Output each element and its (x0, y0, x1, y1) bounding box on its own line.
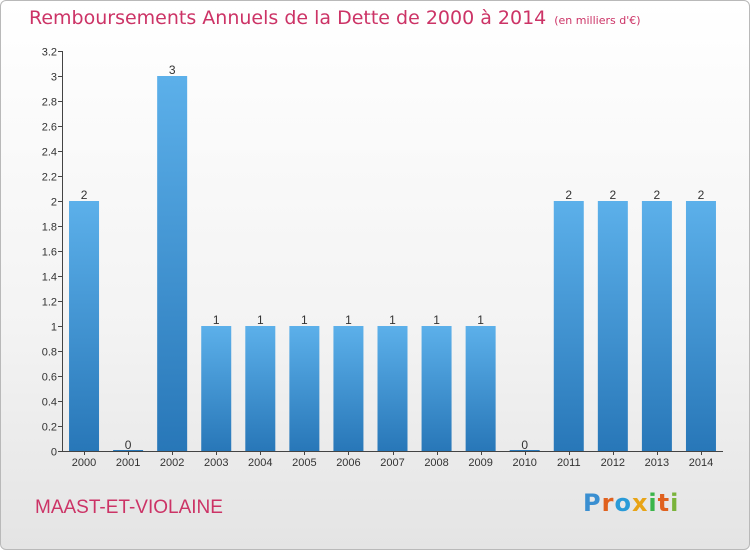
x-tick-label: 2005 (292, 457, 316, 469)
data-label: 2 (565, 188, 572, 202)
data-label: 1 (301, 313, 308, 327)
data-label: 1 (433, 313, 440, 327)
data-label: 1 (477, 313, 484, 327)
bar (509, 450, 540, 451)
bar (685, 201, 716, 451)
x-tick-label: 2012 (601, 457, 625, 469)
commune-name: MAAST-ET-VIOLAINE (35, 497, 223, 518)
bar (157, 76, 188, 451)
x-tick-label: 2007 (380, 457, 404, 469)
x-tick-label: 2009 (468, 457, 492, 469)
logo-letter: t (657, 489, 671, 517)
bar (201, 326, 232, 451)
bar (641, 201, 672, 451)
data-label: 2 (698, 188, 705, 202)
x-tick-label: 2004 (248, 457, 272, 469)
title-text: Remboursements Annuels de la Dette de 20… (29, 7, 547, 29)
x-tick-label: 2001 (116, 457, 140, 469)
data-label: 2 (81, 188, 88, 202)
logo-letter: i (648, 489, 658, 517)
logo-letter: r (601, 489, 615, 517)
y-tick-label: 1.2 (42, 297, 57, 309)
y-tick-label: 2 (51, 197, 57, 209)
data-label: 2 (609, 188, 616, 202)
y-tick-label: 1 (51, 322, 57, 334)
data-label: 0 (521, 438, 528, 452)
bar (421, 326, 452, 451)
chart-title: Remboursements Annuels de la Dette de 20… (29, 7, 641, 29)
bar-series: 2 0 3 1 1 1 1 1 1 1 0 2 2 2 2 (69, 63, 716, 452)
y-tick-label: 1.6 (42, 247, 57, 259)
logo-letter: o (614, 489, 632, 517)
y-tick-label: 0.2 (42, 422, 57, 434)
data-label: 1 (213, 313, 220, 327)
x-tick-label: 2011 (557, 457, 581, 469)
y-tick-label: 2.2 (42, 172, 57, 184)
proxiti-logo[interactable]: Proxiti (583, 489, 679, 517)
logo-letter: P (583, 489, 602, 517)
x-tick-label: 2014 (689, 457, 713, 469)
x-tick-label: 2000 (72, 457, 96, 469)
chart-axes: 0 0.2 0.4 0.6 0.8 1 1.2 1.4 1.6 1.8 2 2.2 2.4 2.6 2.8 3… (42, 47, 723, 469)
y-tick-label: 0.8 (42, 347, 57, 359)
data-label: 1 (389, 313, 396, 327)
y-tick-label: 1.4 (42, 272, 57, 284)
bar (113, 450, 144, 451)
y-tick-label: 1.8 (42, 222, 57, 234)
data-label: 1 (257, 313, 264, 327)
y-tick-label: 3 (51, 72, 57, 84)
y-tick-label: 3.2 (42, 47, 57, 59)
x-tick-label: 2013 (645, 457, 669, 469)
x-tick-label: 2002 (160, 457, 184, 469)
bar (69, 201, 100, 451)
y-tick-label: 0.4 (42, 397, 57, 409)
data-label: 2 (654, 188, 661, 202)
x-tick-label: 2003 (204, 457, 228, 469)
bar (289, 326, 320, 451)
logo-letter: i (670, 489, 680, 517)
bar (465, 326, 496, 451)
data-label: 1 (345, 313, 352, 327)
x-tick-label: 2008 (424, 457, 448, 469)
bar (597, 201, 628, 451)
y-tick-label: 2.8 (42, 97, 57, 109)
chart-subtitle: (en milliers d'€) (554, 14, 641, 27)
y-tick-label: 0.6 (42, 372, 57, 384)
data-label: 0 (125, 438, 132, 452)
bar (553, 201, 584, 451)
bar (245, 326, 276, 451)
bar (333, 326, 364, 451)
bar (377, 326, 408, 451)
logo-letter: x (631, 489, 649, 517)
data-label: 3 (169, 63, 176, 77)
y-tick-label: 2.4 (42, 147, 57, 159)
x-tick-label: 2006 (336, 457, 360, 469)
y-tick-label: 0 (51, 447, 57, 459)
y-tick-label: 2.6 (42, 122, 57, 134)
x-tick-label: 2010 (512, 457, 536, 469)
